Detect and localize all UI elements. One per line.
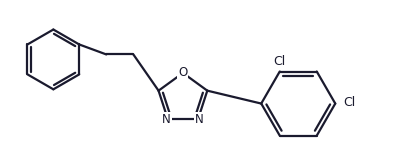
Text: N: N xyxy=(162,113,171,126)
Text: Cl: Cl xyxy=(274,55,286,68)
Text: N: N xyxy=(195,113,204,126)
Text: Cl: Cl xyxy=(343,96,356,109)
Text: O: O xyxy=(178,67,188,79)
